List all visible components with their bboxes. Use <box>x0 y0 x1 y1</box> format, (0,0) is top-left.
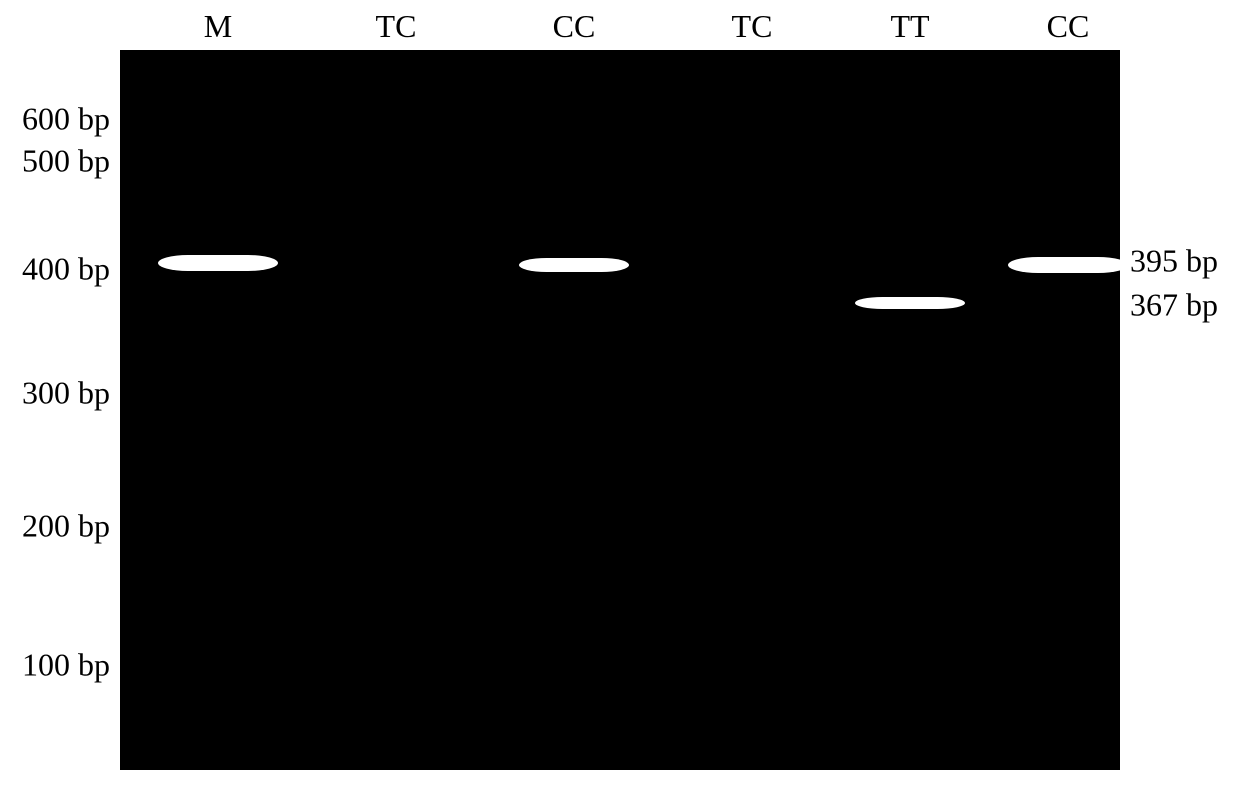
gel-band <box>855 297 965 309</box>
left-marker-label: 600 bp <box>22 101 110 138</box>
right-marker-label: 367 bp <box>1130 287 1218 324</box>
left-marker-label: 300 bp <box>22 375 110 412</box>
left-marker-label: 200 bp <box>22 508 110 545</box>
left-marker-label: 100 bp <box>22 647 110 684</box>
gel-figure: M TC CC TC TT CC 600 bp 500 bp 400 bp 30… <box>0 0 1240 789</box>
lane-label: TC <box>376 8 417 45</box>
lane-label: TT <box>890 8 929 45</box>
lane-label: CC <box>553 8 596 45</box>
gel-background <box>120 50 1120 770</box>
lane-label: TC <box>732 8 773 45</box>
lane-label: CC <box>1047 8 1090 45</box>
gel-band <box>158 255 278 271</box>
gel-band <box>1008 257 1128 273</box>
right-marker-label: 395 bp <box>1130 243 1218 280</box>
gel-band <box>519 258 629 272</box>
left-marker-label: 400 bp <box>22 251 110 288</box>
left-marker-label: 500 bp <box>22 143 110 180</box>
lane-label: M <box>204 8 232 45</box>
